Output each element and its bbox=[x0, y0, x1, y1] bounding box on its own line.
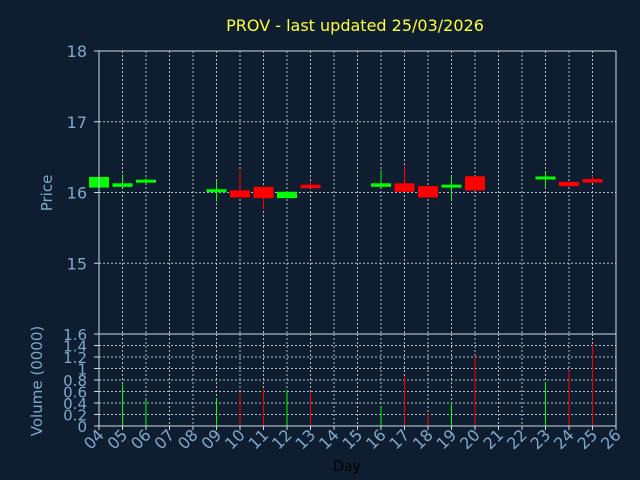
price-axis-label: Price bbox=[38, 175, 56, 212]
x-axis-label: Day bbox=[333, 459, 361, 475]
volume-tick-label: 0.6 bbox=[63, 384, 87, 402]
candle-body bbox=[136, 179, 156, 183]
price-tick-label: 17 bbox=[67, 113, 87, 132]
volume-tick-label: 1.4 bbox=[63, 338, 87, 356]
chart-title: PROV - last updated 25/03/2026 bbox=[226, 16, 484, 35]
candle-body bbox=[230, 190, 250, 198]
price-tick-label: 18 bbox=[67, 42, 87, 61]
x-tick-label: 26 bbox=[597, 425, 625, 453]
candle-body bbox=[441, 184, 462, 188]
volume-tick-label: 0 bbox=[77, 418, 87, 436]
candle-body bbox=[112, 183, 133, 187]
candle-body bbox=[277, 191, 297, 199]
volume-panel: 00.20.40.60.811.21.41.6 Volume (0000) bbox=[28, 326, 617, 436]
volume-tick-label: 1.2 bbox=[63, 349, 87, 367]
volume-tick-label: 0.4 bbox=[63, 395, 87, 413]
candle-body bbox=[253, 186, 274, 199]
candle-body bbox=[371, 183, 391, 187]
candle-body bbox=[300, 184, 321, 189]
candle-body bbox=[465, 176, 485, 191]
candle-body bbox=[582, 179, 603, 183]
volume-tick-label: 1.6 bbox=[63, 326, 87, 344]
price-tick-label: 15 bbox=[67, 254, 87, 273]
price-panel: 15 16 17 18 Price bbox=[38, 42, 617, 335]
candle-body bbox=[535, 176, 556, 180]
volume-tick-label: 1 bbox=[77, 361, 87, 379]
candle-body bbox=[206, 189, 227, 193]
candle-body bbox=[394, 183, 415, 192]
volume-tick-label: 0.8 bbox=[63, 372, 87, 390]
candle-body bbox=[559, 181, 579, 187]
price-tick-label: 16 bbox=[67, 184, 87, 203]
candle-body bbox=[418, 186, 438, 198]
volume-axis-label: Volume (0000) bbox=[28, 326, 46, 436]
volume-tick-label: 0.2 bbox=[63, 407, 87, 425]
